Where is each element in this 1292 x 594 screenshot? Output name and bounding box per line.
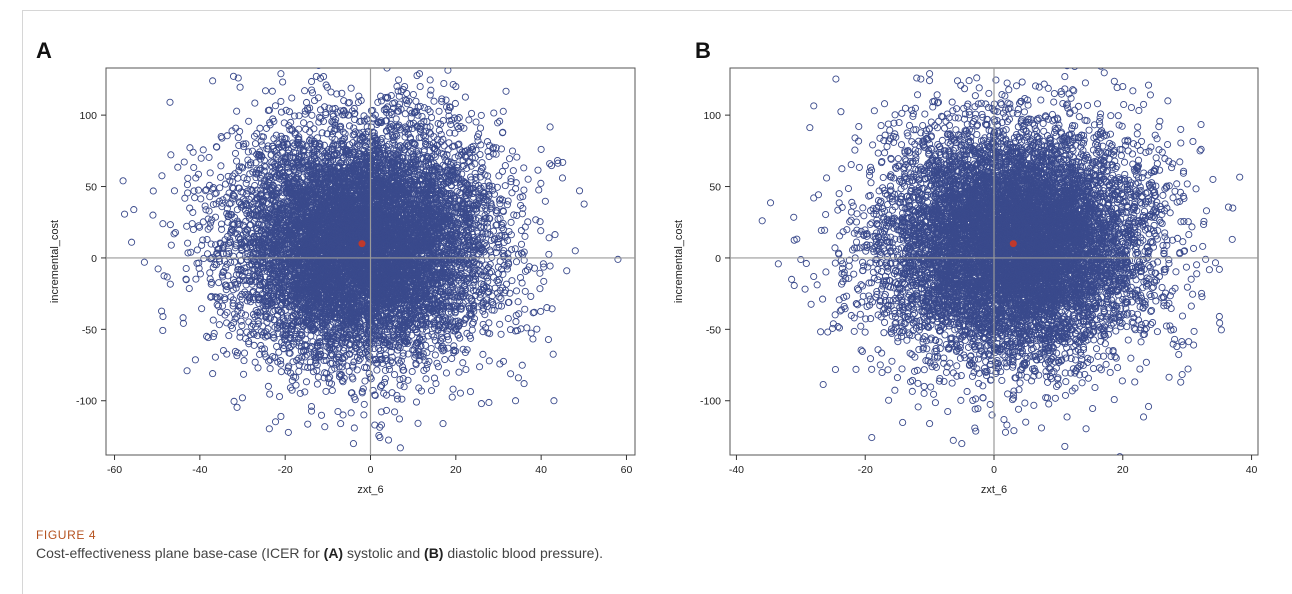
scatter-point <box>360 112 368 120</box>
marker-group <box>119 54 622 452</box>
scatter-point <box>376 383 385 391</box>
scatter-panel-a: A-60 -40 -20 0 20 40 60-100-50050100zxt_6incre… <box>36 38 636 496</box>
scatter-point <box>462 365 470 374</box>
scatter-point <box>398 395 406 403</box>
scatter-point <box>393 395 402 403</box>
scatter-point <box>442 369 451 377</box>
scatter-point <box>497 145 505 153</box>
scatter-point <box>508 189 516 197</box>
scatter-point <box>340 54 346 60</box>
scatter-point <box>308 111 316 119</box>
scatter-point <box>315 113 323 121</box>
scatter-point <box>361 377 369 385</box>
scatter-point <box>301 388 309 396</box>
scatter-point <box>479 350 487 358</box>
scatter-point <box>191 356 199 364</box>
scatter-point <box>209 316 217 324</box>
figure-frame <box>22 10 1292 594</box>
scatter-point <box>204 225 212 233</box>
panel-letter: A <box>36 38 52 63</box>
scatter-point <box>230 397 238 405</box>
scatter-point <box>311 359 320 367</box>
scatter-point <box>414 419 422 427</box>
scatter-point <box>496 200 504 208</box>
scatter-point <box>240 370 248 378</box>
scatter-point <box>253 332 262 340</box>
scatter-point <box>424 105 432 113</box>
scatter-point <box>233 403 241 411</box>
